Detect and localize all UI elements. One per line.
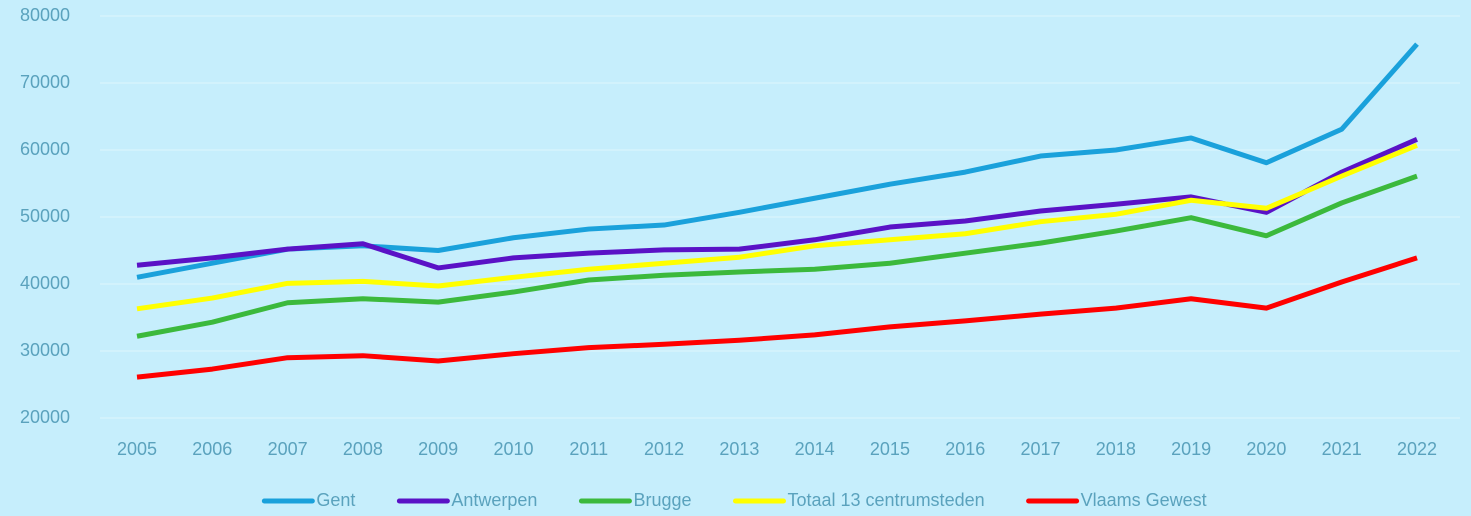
line-series	[136, 173, 1418, 339]
x-tick-label: 2006	[192, 439, 232, 459]
y-tick-label: 80000	[20, 5, 70, 25]
x-tick-label: 2016	[945, 439, 985, 459]
x-tick-label: 2010	[493, 439, 533, 459]
legend-label: Brugge	[633, 490, 691, 510]
x-tick-label: 2015	[870, 439, 910, 459]
y-tick-label: 30000	[20, 340, 70, 360]
line-series	[136, 142, 1418, 312]
y-tick-label: 70000	[20, 72, 70, 92]
x-tick-label: 2013	[719, 439, 759, 459]
x-tick-label: 2008	[343, 439, 383, 459]
x-tick-label: 2012	[644, 439, 684, 459]
x-tick-label: 2011	[569, 439, 608, 459]
x-tick-label: 2019	[1171, 439, 1211, 459]
legend-label: Vlaams Gewest	[1081, 490, 1207, 510]
legend-label: Antwerpen	[451, 490, 537, 510]
x-tick-label: 2018	[1096, 439, 1136, 459]
line-series	[136, 255, 1418, 380]
legend-label: Totaal 13 centrumsteden	[787, 490, 984, 510]
y-tick-label: 20000	[20, 407, 70, 427]
legend-label: Gent	[316, 490, 355, 510]
x-tick-label: 2009	[418, 439, 458, 459]
y-tick-label: 50000	[20, 206, 70, 226]
x-tick-label: 2022	[1397, 439, 1437, 459]
x-tick-label: 2021	[1322, 439, 1362, 459]
y-tick-label: 60000	[20, 139, 70, 159]
x-tick-label: 2005	[117, 439, 157, 459]
y-tick-label: 40000	[20, 273, 70, 293]
x-tick-label: 2017	[1021, 439, 1061, 459]
x-tick-label: 2020	[1246, 439, 1286, 459]
x-tick-label: 2007	[268, 439, 308, 459]
x-tick-label: 2014	[795, 439, 835, 459]
